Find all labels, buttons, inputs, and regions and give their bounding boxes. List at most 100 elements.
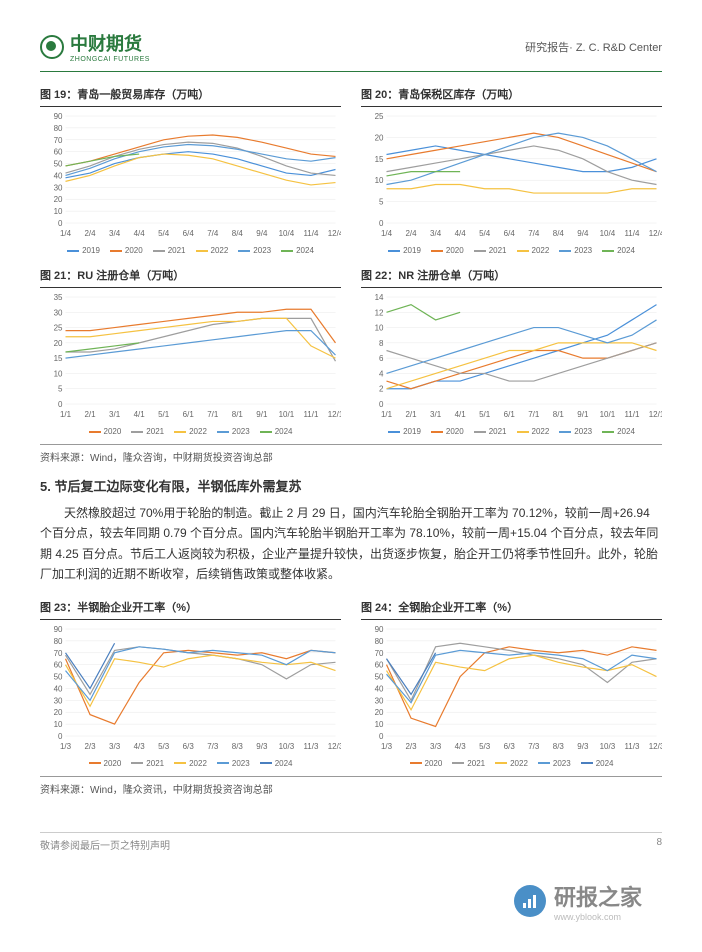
logo-icon (40, 35, 64, 59)
svg-text:3/1: 3/1 (109, 410, 121, 419)
svg-text:4: 4 (379, 369, 384, 378)
svg-text:70: 70 (54, 136, 63, 145)
svg-text:9/3: 9/3 (256, 742, 268, 751)
legend-item: 2020 (89, 759, 122, 768)
svg-text:5/1: 5/1 (479, 410, 491, 419)
svg-text:10/4: 10/4 (279, 229, 295, 238)
svg-text:0: 0 (58, 400, 63, 409)
svg-text:5/4: 5/4 (158, 229, 170, 238)
svg-text:2/1: 2/1 (84, 410, 96, 419)
svg-text:6/3: 6/3 (183, 742, 195, 751)
legend-item: 2020 (431, 427, 464, 436)
svg-text:12/4: 12/4 (649, 229, 662, 238)
svg-text:8/4: 8/4 (553, 229, 565, 238)
svg-text:8: 8 (379, 339, 384, 348)
legend-item: 2020 (89, 427, 122, 436)
svg-text:7/1: 7/1 (207, 410, 219, 419)
svg-text:6/1: 6/1 (183, 410, 195, 419)
svg-text:9/4: 9/4 (256, 229, 268, 238)
chart-24-legend: 20202021202220232024 (361, 759, 662, 768)
legend-item: 2019 (388, 246, 421, 255)
chart-22-legend: 201920202021202220232024 (361, 427, 662, 436)
chart-23-title: 图 23：半钢胎企业开工率（%） (40, 595, 341, 620)
svg-text:1/4: 1/4 (60, 229, 72, 238)
svg-text:60: 60 (54, 660, 63, 669)
svg-text:10/4: 10/4 (600, 229, 616, 238)
svg-text:14: 14 (375, 293, 384, 302)
svg-text:0: 0 (58, 732, 63, 741)
watermark-url: www.yblook.com (554, 912, 642, 922)
chart-20-title: 图 20：青岛保税区库存（万吨） (361, 82, 662, 107)
chart-22-col: 图 22：NR 注册仓单（万吨） 024681012141/12/13/14/1… (361, 263, 662, 436)
svg-text:2/4: 2/4 (84, 229, 96, 238)
legend-item: 2024 (581, 759, 614, 768)
svg-text:0: 0 (379, 219, 384, 228)
svg-text:7/1: 7/1 (528, 410, 540, 419)
svg-text:15: 15 (375, 155, 384, 164)
svg-text:4/3: 4/3 (134, 742, 146, 751)
svg-text:2/3: 2/3 (84, 742, 96, 751)
body-paragraph-1: 天然橡胶超过 70%用于轮胎的制造。截止 2 月 29 日，国内汽车轮胎全钢胎开… (40, 503, 662, 585)
chart-21-title: 图 21：RU 注册仓单（万吨） (40, 263, 341, 288)
svg-text:20: 20 (375, 133, 384, 142)
svg-text:15: 15 (54, 354, 63, 363)
svg-text:2: 2 (379, 385, 384, 394)
legend-item: 2021 (153, 246, 186, 255)
chart-24-title: 图 24：全钢胎企业开工率（%） (361, 595, 662, 620)
source-2: 资料来源：Wind，隆众资讯，中财期货投资咨询总部 (40, 776, 662, 796)
page-header: 中财期货 ZHONGCAI FUTURES 研究报告· Z. C. R&D Ce… (40, 30, 662, 72)
svg-text:20: 20 (54, 708, 63, 717)
chart-19-col: 图 19：青岛一般贸易库存（万吨） 01020304050607080901/4… (40, 82, 341, 255)
chart-row-2: 图 21：RU 注册仓单（万吨） 051015202530351/12/13/1… (40, 263, 662, 436)
svg-text:1/4: 1/4 (381, 229, 393, 238)
svg-text:9/1: 9/1 (577, 410, 589, 419)
svg-text:90: 90 (54, 112, 63, 121)
legend-item: 2023 (217, 759, 250, 768)
page-number: 8 (656, 837, 662, 852)
svg-text:10: 10 (375, 324, 384, 333)
chart-row-3: 图 23：半钢胎企业开工率（%） 01020304050607080901/32… (40, 595, 662, 768)
svg-text:3/4: 3/4 (109, 229, 121, 238)
svg-text:5/3: 5/3 (479, 742, 491, 751)
watermark: 研报之家 www.yblook.com (514, 880, 642, 922)
svg-text:9/3: 9/3 (577, 742, 589, 751)
svg-text:30: 30 (54, 696, 63, 705)
legend-item: 2023 (238, 246, 271, 255)
legend-item: 2022 (517, 427, 550, 436)
svg-text:40: 40 (54, 684, 63, 693)
svg-text:60: 60 (54, 148, 63, 157)
svg-text:12: 12 (375, 308, 384, 317)
legend-item: 2020 (431, 246, 464, 255)
chart-24-svg: 01020304050607080901/32/33/34/35/36/37/3… (361, 624, 662, 754)
svg-text:4/3: 4/3 (455, 742, 467, 751)
svg-text:3/1: 3/1 (430, 410, 442, 419)
svg-text:12/3: 12/3 (649, 742, 662, 751)
svg-text:10: 10 (54, 369, 63, 378)
svg-text:10/1: 10/1 (279, 410, 295, 419)
chart-21-col: 图 21：RU 注册仓单（万吨） 051015202530351/12/13/1… (40, 263, 341, 436)
legend-item: 2022 (174, 759, 207, 768)
svg-text:5: 5 (58, 385, 63, 394)
legend-item: 2021 (131, 759, 164, 768)
chart-row-1: 图 19：青岛一般贸易库存（万吨） 01020304050607080901/4… (40, 82, 662, 255)
svg-text:4/1: 4/1 (455, 410, 467, 419)
svg-text:9/4: 9/4 (577, 229, 589, 238)
svg-text:0: 0 (379, 400, 384, 409)
chart-19-title: 图 19：青岛一般贸易库存（万吨） (40, 82, 341, 107)
chart-20-col: 图 20：青岛保税区库存（万吨） 05101520251/42/43/44/45… (361, 82, 662, 255)
legend-item: 2021 (474, 427, 507, 436)
svg-text:70: 70 (375, 648, 384, 657)
svg-text:0: 0 (379, 732, 384, 741)
svg-text:6: 6 (379, 354, 384, 363)
svg-text:25: 25 (375, 112, 384, 121)
chart-23-legend: 20202021202220232024 (40, 759, 341, 768)
svg-text:11/1: 11/1 (303, 410, 319, 419)
logo-subtext: ZHONGCAI FUTURES (70, 56, 150, 63)
svg-text:20: 20 (54, 339, 63, 348)
header-right-text: 研究报告· Z. C. R&D Center (525, 39, 662, 55)
legend-item: 2020 (110, 246, 143, 255)
svg-text:35: 35 (54, 293, 63, 302)
chart-22-svg: 024681012141/12/13/14/15/16/17/18/19/110… (361, 292, 662, 422)
page-footer: 敬请参阅最后一页之特别声明 8 (40, 832, 662, 852)
logo: 中财期货 ZHONGCAI FUTURES (40, 30, 150, 63)
